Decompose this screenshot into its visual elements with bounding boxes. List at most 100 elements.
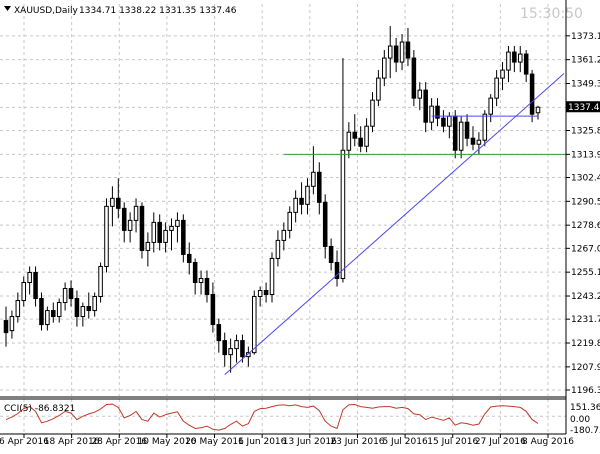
candle-body[interactable]	[62, 288, 68, 304]
candle-body[interactable]	[305, 185, 310, 205]
candle-body[interactable]	[15, 300, 21, 318]
candle-body[interactable]	[340, 149, 346, 279]
candle-body[interactable]	[139, 205, 145, 251]
grid	[0, 4, 566, 432]
candle-body[interactable]	[476, 139, 482, 145]
candle-body[interactable]	[181, 219, 186, 255]
candle-body[interactable]	[145, 241, 151, 251]
candle-body[interactable]	[411, 57, 417, 99]
candle-body[interactable]	[322, 201, 328, 247]
candle-body[interactable]	[169, 225, 174, 231]
candle-body[interactable]	[423, 89, 428, 123]
candle-body[interactable]	[80, 306, 86, 318]
candle-body[interactable]	[529, 73, 535, 115]
candle-body[interactable]	[364, 125, 369, 147]
candle-body[interactable]	[494, 77, 499, 99]
candle-body[interactable]	[116, 197, 121, 209]
candle-body[interactable]	[299, 197, 304, 205]
candle-body[interactable]	[447, 115, 452, 127]
candle-body[interactable]	[240, 340, 245, 358]
candle-body[interactable]	[417, 89, 423, 99]
ohlc-readout: 1334.71 1338.22 1331.35 1337.46	[79, 6, 237, 16]
candle-body[interactable]	[269, 257, 275, 296]
candles[interactable]	[3, 26, 541, 373]
candle-body[interactable]	[104, 205, 109, 267]
candle-body[interactable]	[352, 131, 358, 139]
candle-body[interactable]	[429, 105, 434, 123]
candle-body[interactable]	[523, 53, 529, 75]
candle-body[interactable]	[21, 281, 27, 302]
candle-body[interactable]	[74, 298, 80, 318]
candle-body[interactable]	[399, 41, 405, 63]
candle-body[interactable]	[157, 221, 162, 243]
candle-body[interactable]	[228, 348, 233, 356]
candle-body[interactable]	[370, 99, 375, 127]
candle-body[interactable]	[110, 197, 115, 207]
candle-body[interactable]	[506, 51, 511, 71]
candle-body[interactable]	[328, 245, 334, 263]
candle-body[interactable]	[358, 137, 363, 147]
candle-body[interactable]	[216, 324, 222, 342]
candle-body[interactable]	[435, 105, 440, 119]
candle-body[interactable]	[464, 121, 470, 139]
candle-body[interactable]	[311, 171, 316, 187]
candle-body[interactable]	[482, 113, 488, 141]
candle-body[interactable]	[51, 310, 56, 318]
candle-body[interactable]	[382, 57, 387, 79]
candle-body[interactable]	[317, 171, 322, 203]
candle-body[interactable]	[186, 253, 192, 263]
candle-body[interactable]	[198, 277, 204, 283]
candle-body[interactable]	[192, 261, 198, 283]
candle-body[interactable]	[458, 121, 464, 151]
candle-body[interactable]	[488, 97, 493, 115]
candle-body[interactable]	[133, 205, 139, 221]
candle-body[interactable]	[222, 340, 227, 356]
candle-body[interactable]	[281, 229, 287, 241]
candle-body[interactable]	[33, 271, 38, 300]
candle-body[interactable]	[263, 290, 269, 296]
candle-body[interactable]	[512, 51, 517, 63]
price-tick-label: 1349.30	[571, 80, 600, 90]
candle-body[interactable]	[275, 239, 281, 259]
candle-body[interactable]	[234, 340, 239, 350]
candle-body[interactable]	[452, 115, 458, 151]
candle-body[interactable]	[27, 271, 32, 283]
candle-body[interactable]	[68, 288, 74, 300]
candle-body[interactable]	[346, 131, 352, 151]
candle-body[interactable]	[39, 298, 44, 326]
candle-body[interactable]	[405, 41, 411, 59]
candle-body[interactable]	[257, 290, 263, 298]
candle-body[interactable]	[517, 53, 523, 63]
candle-body[interactable]	[251, 296, 257, 354]
candle-body[interactable]	[535, 106, 541, 114]
candle-body[interactable]	[334, 261, 340, 279]
drawing-objects[interactable]	[224, 73, 566, 376]
candle-body[interactable]	[470, 137, 476, 145]
candle-body[interactable]	[127, 219, 133, 231]
candle-body[interactable]	[3, 320, 9, 334]
candle-body[interactable]	[86, 306, 92, 312]
candle-body[interactable]	[98, 265, 103, 298]
cci-line	[5, 403, 539, 431]
candle-body[interactable]	[56, 302, 62, 318]
candle-body[interactable]	[210, 294, 216, 326]
candle-body[interactable]	[500, 69, 505, 79]
candle-body[interactable]	[121, 207, 127, 231]
candle-body[interactable]	[45, 310, 50, 326]
candle-body[interactable]	[92, 296, 97, 312]
trendline[interactable]	[224, 73, 565, 376]
candle-body[interactable]	[204, 277, 210, 296]
candle-body[interactable]	[287, 211, 293, 231]
candle-body[interactable]	[151, 221, 157, 243]
candle-body[interactable]	[9, 316, 15, 332]
candle-body[interactable]	[441, 117, 446, 127]
candle-body[interactable]	[387, 45, 393, 59]
candle-body[interactable]	[175, 219, 180, 227]
candle-body[interactable]	[293, 197, 298, 213]
candle-body[interactable]	[376, 77, 381, 101]
candle-body[interactable]	[393, 45, 399, 63]
menu-triangle-icon[interactable]	[4, 6, 11, 11]
candle-body[interactable]	[163, 229, 168, 243]
